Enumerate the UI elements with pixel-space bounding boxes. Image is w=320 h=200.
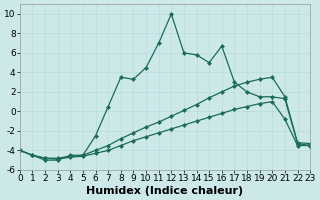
X-axis label: Humidex (Indice chaleur): Humidex (Indice chaleur) [86,186,244,196]
